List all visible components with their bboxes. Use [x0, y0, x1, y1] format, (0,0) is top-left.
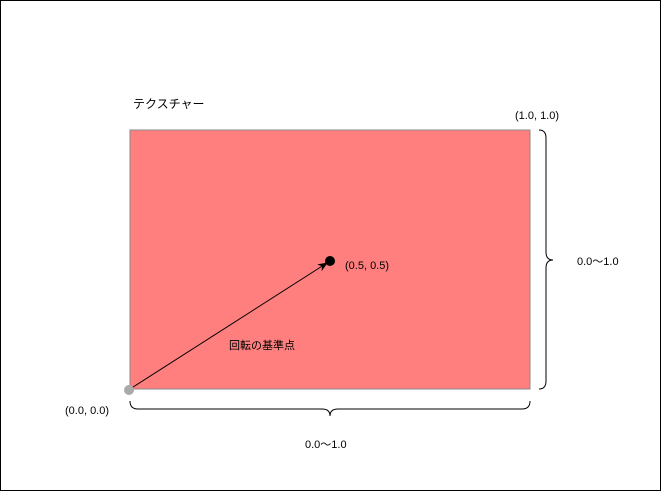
origin-corner-label: (0.0, 0.0)	[65, 405, 110, 417]
horizontal-range-brace	[129, 400, 531, 417]
center-point	[325, 256, 335, 266]
rotation-pivot-label: 回転の基準点	[229, 340, 295, 352]
origin-point	[124, 385, 134, 395]
horizontal-range-label: 0.0～1.0	[305, 439, 347, 451]
center-point-label: (0.5, 0.5)	[345, 260, 390, 272]
texture-label: テクスチャー	[133, 97, 205, 111]
top-right-corner-label: (1.0, 1.0)	[515, 110, 560, 122]
rotation-pivot-arrow	[129, 262, 328, 390]
vertical-range-brace	[538, 129, 554, 390]
vertical-range-label: 0.0～1.0	[577, 256, 619, 268]
